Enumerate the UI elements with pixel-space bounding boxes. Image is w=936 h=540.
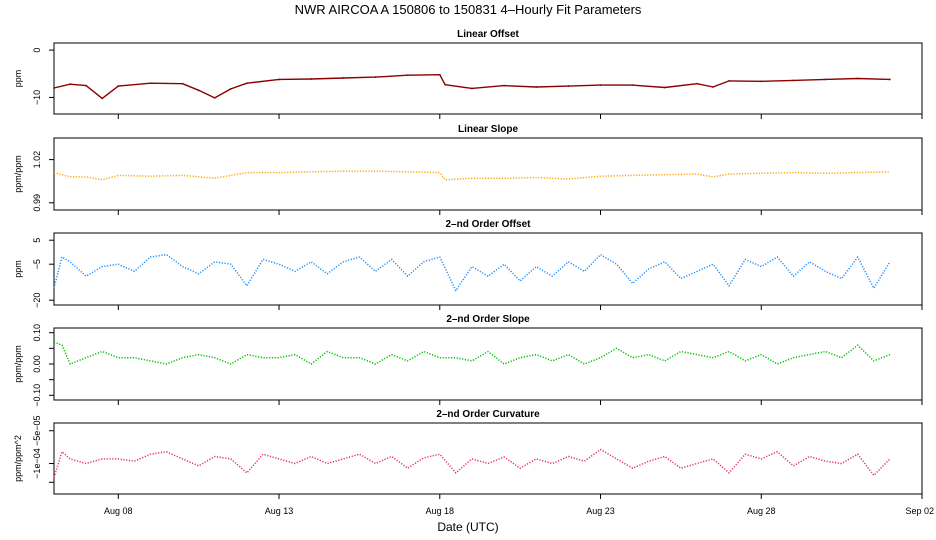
panel-1: Linear Offset ppm 0 −10 [13,29,923,119]
x-tick-label: Aug 28 [747,506,776,516]
series-line [53,341,891,365]
panel-4: 2–nd Order Slope ppm/ppm 0.10 0.00 −0.10 [13,314,923,407]
x-tick-label: Aug 18 [426,506,455,516]
panel-title: 2–nd Order Offset [445,219,531,230]
data-point [888,78,891,81]
y-tick-label: 0.99 [32,194,42,212]
x-tick-label: Aug 13 [265,506,294,516]
data-point [310,78,313,80]
panel-title: 2–nd Order Slope [446,314,530,325]
panel-frame [53,232,923,306]
series-line [53,448,891,478]
y-tick-label: −5 [32,259,42,269]
panel-5: 2–nd Order Curvature ppm/ppm^2 −5e−05 −1e−0… [13,409,923,499]
y-axis-label: ppm [13,260,23,278]
figure-title: NWR AIRCOA A 150806 to 150831 4–Hourly F… [295,2,642,17]
data-point [149,82,152,85]
data-point [213,97,216,99]
data-point [117,85,120,87]
data-point [824,78,827,81]
data-point [229,88,232,90]
data-point [101,97,104,100]
data-point [760,80,763,83]
data-point [696,82,698,85]
panel-3: 2–nd Order Offset ppm 5 −5 −20 [13,219,923,310]
panel-title: Linear Offset [457,29,519,40]
y-tick-label: −5e−05 [32,415,42,446]
data-point [374,76,377,78]
panel-frame [53,42,923,115]
data-point [792,79,795,82]
x-axis: Aug 08 Aug 13 Aug 18 Aug 23 Aug 28 Sep 02 [104,506,934,516]
y-tick-label: 0 [32,48,42,53]
y-tick-label: −20 [32,293,42,308]
x-tick-label: Aug 23 [586,506,615,516]
x-axis-label: Date (UTC) [437,520,498,534]
y-tick-label: −1e−04 [32,448,42,479]
data-point [728,79,731,82]
data-point [69,83,71,86]
y-tick-label: 5 [32,238,42,243]
series-line [53,170,890,181]
panels: Linear Offset ppm 0 −10 Linear Slope ppm/ppm 0… [13,29,923,499]
data-point [53,87,55,89]
data-point [342,77,345,79]
panel-title: Linear Slope [458,124,518,135]
y-axis-label: ppm/ppm [13,345,23,383]
y-tick-label: 1.02 [32,151,42,169]
data-point [599,84,602,87]
data-point [567,85,570,87]
data-point [438,73,441,76]
x-tick-label: Aug 08 [104,506,133,516]
data-point [197,89,200,92]
data-point [85,84,88,87]
series-line [53,73,890,100]
data-point [278,78,280,81]
panel-frame [53,137,923,211]
y-axis-label: ppm [13,70,23,88]
y-tick-label: 0.10 [32,324,42,342]
data-point [406,74,409,77]
data-point [503,84,505,87]
data-point [631,84,634,87]
data-point [856,77,859,80]
data-point [181,82,184,85]
panel-title: 2–nd Order Curvature [436,409,540,420]
y-axis-label: ppm/ppm [13,155,23,193]
panel-frame [53,422,923,495]
data-point [663,86,666,89]
data-point [471,87,473,90]
y-tick-label: −10 [32,90,42,105]
x-tick-label: Sep 02 [905,506,934,516]
series-line [53,253,891,292]
panel-frame [53,327,923,401]
data-point [245,82,248,85]
data-point [444,83,447,86]
data-point [712,86,714,88]
y-axis-label: ppm/ppm^2 [13,435,23,482]
panel-2: Linear Slope ppm/ppm 0.99 1.02 [13,124,923,215]
y-tick-label: 0.00 [32,355,42,373]
y-tick-label: −0.10 [32,384,42,407]
data-point [535,86,538,88]
